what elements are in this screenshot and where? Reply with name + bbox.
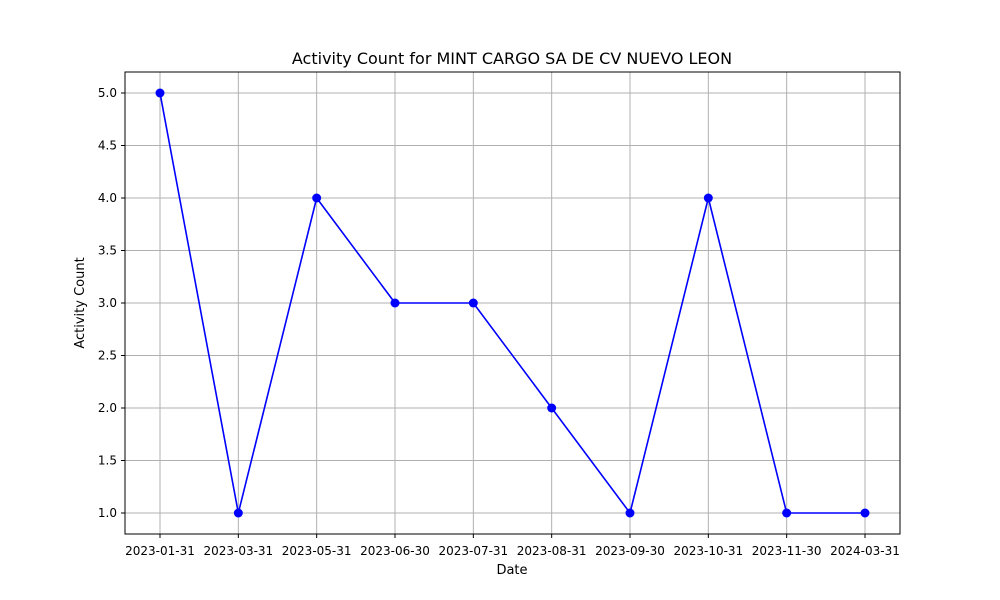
- y-tick-label: 1.0: [98, 506, 117, 520]
- data-point: [312, 193, 322, 203]
- data-point: [155, 88, 165, 98]
- data-point: [233, 508, 243, 518]
- data-point: [390, 298, 400, 308]
- x-tick-label: 2023-03-31: [203, 544, 273, 558]
- x-tick-label: 2023-05-31: [282, 544, 352, 558]
- tick-layer: 2023-01-31 2023-03-31 2023-05-31 2023-06-30…: [98, 86, 900, 558]
- grid-layer: [125, 72, 900, 534]
- point-layer: [155, 88, 870, 518]
- data-point: [860, 508, 870, 518]
- y-tick-label: 5.0: [98, 86, 117, 100]
- series-line: [159, 92, 865, 514]
- data-point: [547, 403, 557, 413]
- chart-title: Activity Count for MINT CARGO SA DE CV N…: [292, 49, 732, 68]
- x-tick-label: 2024-03-31: [830, 544, 900, 558]
- y-tick-label: 2.5: [98, 349, 117, 363]
- y-tick-label: 3.0: [98, 296, 117, 310]
- x-tick-label: 2023-10-31: [673, 544, 743, 558]
- data-point: [782, 508, 792, 518]
- x-tick-label: 2023-11-30: [752, 544, 822, 558]
- x-tick-label: 2023-07-31: [438, 544, 508, 558]
- data-point: [625, 508, 635, 518]
- x-tick-label: 2023-06-30: [360, 544, 430, 558]
- y-axis-label: Activity Count: [73, 257, 88, 348]
- data-point: [703, 193, 713, 203]
- x-tick-label: 2023-08-31: [517, 544, 587, 558]
- y-tick-label: 2.0: [98, 401, 117, 415]
- y-tick-label: 1.5: [98, 454, 117, 468]
- x-tick-label: 2023-01-31: [125, 544, 195, 558]
- y-tick-label: 4.0: [98, 191, 117, 205]
- data-point: [468, 298, 478, 308]
- y-tick-label: 4.5: [98, 139, 117, 153]
- y-tick-label: 3.5: [98, 244, 117, 258]
- line-layer: [159, 92, 865, 514]
- x-tick-label: 2023-09-30: [595, 544, 665, 558]
- x-axis-label: Date: [496, 563, 527, 578]
